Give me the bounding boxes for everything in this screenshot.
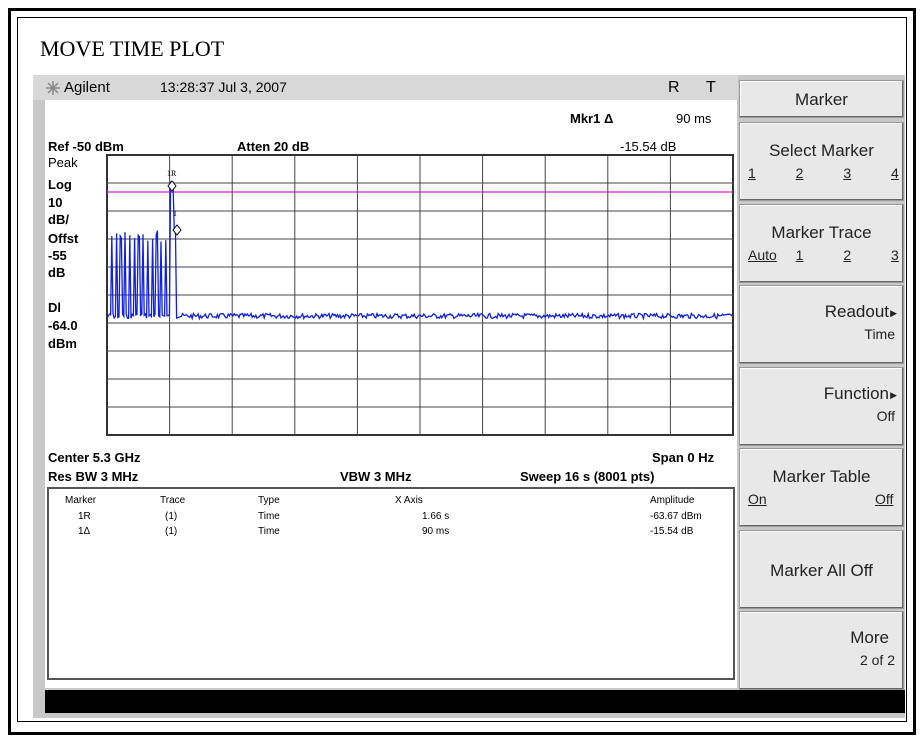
softkey-label: Readout xyxy=(824,302,889,321)
left-label: dBm xyxy=(48,336,77,351)
atten: Atten 20 dB xyxy=(237,139,310,154)
center: Center 5.3 GHz xyxy=(48,450,141,465)
column-header: Type xyxy=(258,495,280,506)
softkey[interactable]: Marker Table On Off xyxy=(739,448,904,527)
softkey-option: Off xyxy=(875,491,894,507)
marker-label: Mkr1 Δ xyxy=(570,111,614,126)
softkey-title-text: Marker xyxy=(795,90,848,109)
softkey[interactable]: More 2 of 2 xyxy=(739,611,904,690)
marker-y: -15.54 dB xyxy=(620,139,677,154)
softkey-option: 3 xyxy=(891,246,899,263)
sweep: Sweep 16 s (8001 pts) xyxy=(520,469,655,484)
softkey-option: 1 xyxy=(795,246,804,263)
plot: 1R 1 xyxy=(106,154,734,436)
left-label: 10 xyxy=(48,195,63,210)
softkey-option: On xyxy=(748,491,767,507)
left-label: dB/ xyxy=(48,212,69,227)
softkey-option: 4 xyxy=(891,165,899,181)
arrow-icon: ▶ xyxy=(890,389,897,400)
res-bw: Res BW 3 MHz xyxy=(48,469,139,484)
column-header: X Axis xyxy=(395,495,423,506)
softkey[interactable]: Select Marker 1 2 3 4 xyxy=(739,122,904,201)
status-bar xyxy=(45,690,905,713)
indicator: R xyxy=(668,79,680,96)
softkey-label: Select Marker xyxy=(769,141,874,160)
table-cell: -63.67 dBm xyxy=(650,511,702,522)
brand: Agilent xyxy=(64,79,110,96)
softkey-sub: Time xyxy=(864,326,895,342)
softkey-option: Auto xyxy=(748,246,777,263)
arrow-icon: ▶ xyxy=(890,308,897,318)
outer-frame xyxy=(8,8,916,735)
softkey-title: Marker xyxy=(739,80,904,118)
vbw: VBW 3 MHz xyxy=(340,469,412,484)
ref-level: Ref -50 dBm xyxy=(48,139,124,154)
left-label: dB xyxy=(48,265,66,280)
softkey-label: Marker Trace xyxy=(771,222,872,242)
table-cell: (1) xyxy=(165,526,178,537)
softkey-sub: Off xyxy=(876,407,895,424)
softkey-label: More xyxy=(850,628,889,647)
marker-diamond xyxy=(172,224,182,236)
table-cell: (1) xyxy=(165,511,178,522)
softkey-sub: 2 of 2 xyxy=(859,652,895,668)
logo-icon xyxy=(46,81,60,95)
softkey-label: Marker All Off xyxy=(770,560,873,580)
softkey-label: Function xyxy=(823,383,889,403)
table-cell: 1R xyxy=(78,511,91,522)
softkey-option: 2 xyxy=(795,165,804,181)
table-cell: 1.66 s xyxy=(422,511,450,522)
table-cell: 1Δ xyxy=(78,526,91,537)
table-cell: Time xyxy=(258,511,280,522)
marker-x: 90 ms xyxy=(676,111,712,126)
softkey[interactable]: Marker Trace Auto 1 2 3 xyxy=(739,203,904,283)
softkey-label: Marker Table xyxy=(772,467,871,486)
softkey[interactable]: Function Off ▶ xyxy=(739,366,904,446)
datetime: 13:28:37 Jul 3, 2007 xyxy=(160,79,287,95)
softkey-option: 2 xyxy=(843,246,852,263)
left-label: -55 xyxy=(48,248,67,263)
softkey[interactable]: Marker All Off xyxy=(739,529,904,609)
header-bar xyxy=(33,75,738,100)
display xyxy=(45,100,737,688)
column-header: Marker xyxy=(65,495,97,506)
softkey[interactable]: Readout Time ▶ xyxy=(739,285,904,364)
marker-tag: 1R xyxy=(167,169,177,178)
span: Span 0 Hz xyxy=(652,450,715,465)
indicator: T xyxy=(706,79,716,96)
column-header: Amplitude xyxy=(650,495,695,506)
column-header: Trace xyxy=(160,495,186,506)
left-label: -64.0 xyxy=(48,318,78,333)
softkey-option: 1 xyxy=(748,165,756,181)
left-label: Peak xyxy=(48,155,78,170)
marker-diamond xyxy=(167,180,177,192)
table-cell: -15.54 dB xyxy=(650,526,694,537)
softkey-option: 3 xyxy=(843,165,852,181)
table-cell: Time xyxy=(258,526,280,537)
left-label: Offst xyxy=(48,231,79,246)
left-label: Log xyxy=(48,177,72,192)
marker-tag: 1 xyxy=(173,209,177,218)
page-title: MOVE TIME PLOT xyxy=(40,36,225,61)
table-cell: 90 ms xyxy=(422,526,450,537)
left-label: Dl xyxy=(48,300,61,315)
marker-table xyxy=(47,487,735,680)
trace xyxy=(106,181,733,321)
inner-frame xyxy=(17,17,907,722)
